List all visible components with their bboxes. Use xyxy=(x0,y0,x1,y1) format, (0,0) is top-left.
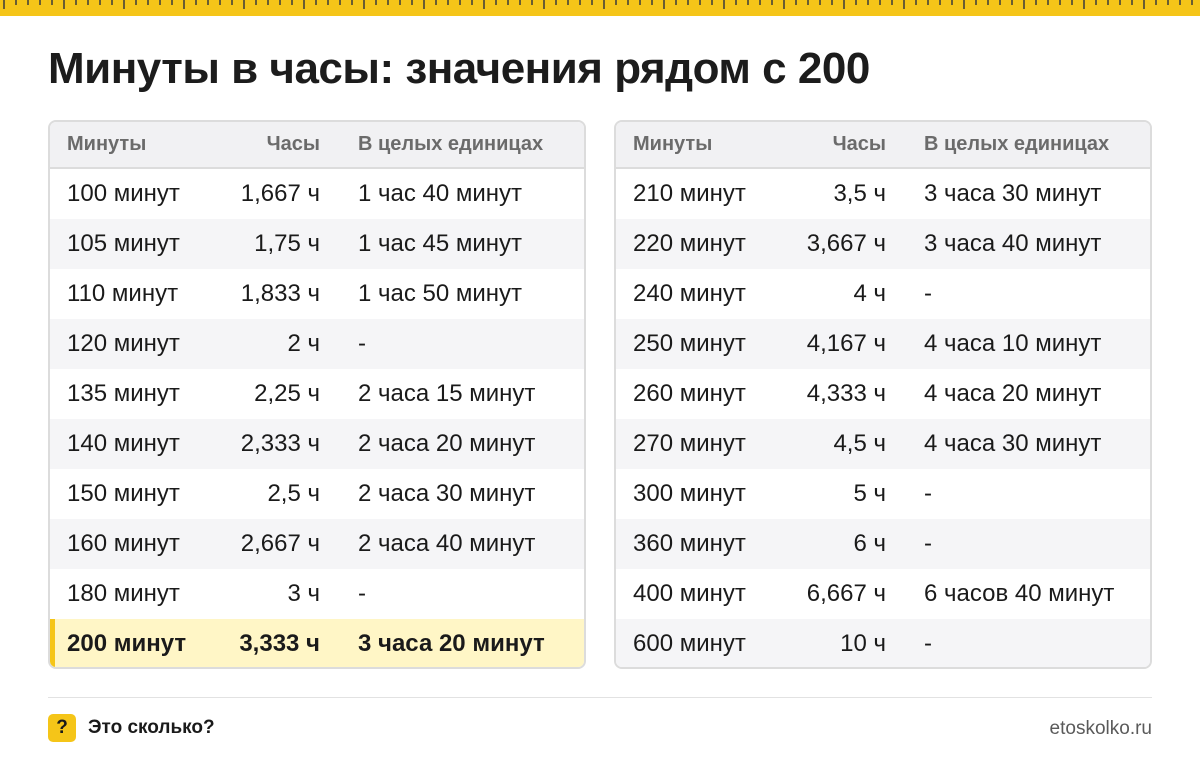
cell-hours: 3 ч xyxy=(287,580,320,607)
cell-hours: 2,333 ч xyxy=(240,430,320,457)
cell-minutes: 100 минут xyxy=(67,180,180,207)
cell-whole: 4 часа 30 минут xyxy=(924,430,1102,457)
cell-hours: 5 ч xyxy=(853,480,886,507)
ruler-ticks xyxy=(3,0,1193,9)
cell-hours: 10 ч xyxy=(840,630,886,657)
cell-minutes: 140 минут xyxy=(67,430,180,457)
table-header: Минуты Часы В целых единицах xyxy=(616,122,1150,169)
table-row: 260 минут 4,333 ч 4 часа 20 минут xyxy=(616,369,1150,419)
cell-minutes: 210 минут xyxy=(633,180,746,207)
cell-hours: 4,333 ч xyxy=(806,380,886,407)
header-hours: Часы xyxy=(266,133,320,155)
cell-whole: 3 часа 40 минут xyxy=(924,230,1102,257)
page-title: Минуты в часы: значения рядом с 200 xyxy=(48,44,870,93)
table-right: Минуты Часы В целых единицах 210 минут 3… xyxy=(614,120,1152,669)
table-row: 110 минут 1,833 ч 1 час 50 минут xyxy=(50,269,584,319)
table-row: 300 минут 5 ч - xyxy=(616,469,1150,519)
cell-whole: 4 часа 20 минут xyxy=(924,380,1102,407)
cell-minutes: 270 минут xyxy=(633,430,746,457)
cell-hours: 4,5 ч xyxy=(833,430,886,457)
cell-whole: 1 час 50 минут xyxy=(358,280,523,307)
cell-minutes: 300 минут xyxy=(633,480,746,507)
header-whole: В целых единицах xyxy=(924,133,1110,155)
cell-hours: 1,833 ч xyxy=(240,280,320,307)
site-link[interactable]: etoskolko.ru xyxy=(1049,718,1152,739)
brand-name: Это сколько? xyxy=(88,717,215,738)
cell-whole: 1 час 40 минут xyxy=(358,180,523,207)
cell-hours: 1,75 ч xyxy=(254,230,320,257)
cell-hours: 2,25 ч xyxy=(254,380,320,407)
table-header: Минуты Часы В целых единицах xyxy=(50,122,584,169)
cell-whole: 2 часа 40 минут xyxy=(358,530,536,557)
cell-minutes: 260 минут xyxy=(633,380,746,407)
table-row: 400 минут 6,667 ч 6 часов 40 минут xyxy=(616,569,1150,619)
cell-whole: 1 час 45 минут xyxy=(358,230,523,257)
table-row: 600 минут 10 ч - xyxy=(616,619,1150,667)
cell-hours: 4 ч xyxy=(853,280,886,307)
cell-whole: 2 часа 15 минут xyxy=(358,380,536,407)
cell-minutes: 240 минут xyxy=(633,280,746,307)
ruler-strip xyxy=(0,0,1200,16)
header-hours: Часы xyxy=(832,133,886,155)
cell-whole: - xyxy=(924,530,932,557)
cell-hours: 4,167 ч xyxy=(806,330,886,357)
header-whole: В целых единицах xyxy=(358,133,544,155)
table-row-highlighted: 200 минут 3,333 ч 3 часа 20 минут xyxy=(50,619,584,667)
cell-whole: - xyxy=(924,280,932,307)
table-row: 100 минут 1,667 ч 1 час 40 минут xyxy=(50,169,584,219)
cell-whole: 6 часов 40 минут xyxy=(924,580,1115,607)
table-row: 135 минут 2,25 ч 2 часа 15 минут xyxy=(50,369,584,419)
cell-minutes: 160 минут xyxy=(67,530,180,557)
cell-whole: 3 часа 20 минут xyxy=(358,630,545,657)
cell-hours: 6 ч xyxy=(853,530,886,557)
cell-hours: 6,667 ч xyxy=(806,580,886,607)
header-minutes: Минуты xyxy=(633,133,713,155)
table-row: 270 минут 4,5 ч 4 часа 30 минут xyxy=(616,419,1150,469)
cell-whole: - xyxy=(924,480,932,507)
table-row: 160 минут 2,667 ч 2 часа 40 минут xyxy=(50,519,584,569)
cell-minutes: 105 минут xyxy=(67,230,180,257)
cell-minutes: 135 минут xyxy=(67,380,180,407)
table-row: 105 минут 1,75 ч 1 час 45 минут xyxy=(50,219,584,269)
cell-whole: - xyxy=(358,330,366,357)
cell-hours: 3,5 ч xyxy=(833,180,886,207)
cell-whole: 2 часа 20 минут xyxy=(358,430,536,457)
table-left: Минуты Часы В целых единицах 100 минут 1… xyxy=(48,120,586,669)
cell-minutes: 220 минут xyxy=(633,230,746,257)
cell-hours: 1,667 ч xyxy=(240,180,320,207)
cell-minutes: 400 минут xyxy=(633,580,746,607)
brand[interactable]: ? Это сколько? xyxy=(48,714,215,742)
cell-minutes: 250 минут xyxy=(633,330,746,357)
cell-whole: 4 часа 10 минут xyxy=(924,330,1102,357)
cell-minutes: 120 минут xyxy=(67,330,180,357)
cell-whole: - xyxy=(358,580,366,607)
cell-minutes: 110 минут xyxy=(67,280,179,307)
table-row: 140 минут 2,333 ч 2 часа 20 минут xyxy=(50,419,584,469)
table-row: 150 минут 2,5 ч 2 часа 30 минут xyxy=(50,469,584,519)
cell-minutes: 180 минут xyxy=(67,580,180,607)
cell-hours: 2 ч xyxy=(287,330,320,357)
cell-whole: 3 часа 30 минут xyxy=(924,180,1102,207)
cell-hours: 3,667 ч xyxy=(806,230,886,257)
cell-minutes: 150 минут xyxy=(67,480,180,507)
question-icon: ? xyxy=(48,714,76,742)
table-row: 250 минут 4,167 ч 4 часа 10 минут xyxy=(616,319,1150,369)
table-row: 120 минут 2 ч - xyxy=(50,319,584,369)
cell-hours: 3,333 ч xyxy=(239,630,320,657)
cell-whole: - xyxy=(924,630,932,657)
cell-whole: 2 часа 30 минут xyxy=(358,480,536,507)
table-row: 220 минут 3,667 ч 3 часа 40 минут xyxy=(616,219,1150,269)
cell-hours: 2,5 ч xyxy=(267,480,320,507)
cell-minutes: 360 минут xyxy=(633,530,746,557)
table-row: 180 минут 3 ч - xyxy=(50,569,584,619)
footer-divider xyxy=(48,697,1152,698)
cell-minutes: 200 минут xyxy=(67,630,187,657)
table-row: 360 минут 6 ч - xyxy=(616,519,1150,569)
cell-minutes: 600 минут xyxy=(633,630,746,657)
table-row: 210 минут 3,5 ч 3 часа 30 минут xyxy=(616,169,1150,219)
header-minutes: Минуты xyxy=(67,133,147,155)
cell-hours: 2,667 ч xyxy=(240,530,320,557)
table-row: 240 минут 4 ч - xyxy=(616,269,1150,319)
